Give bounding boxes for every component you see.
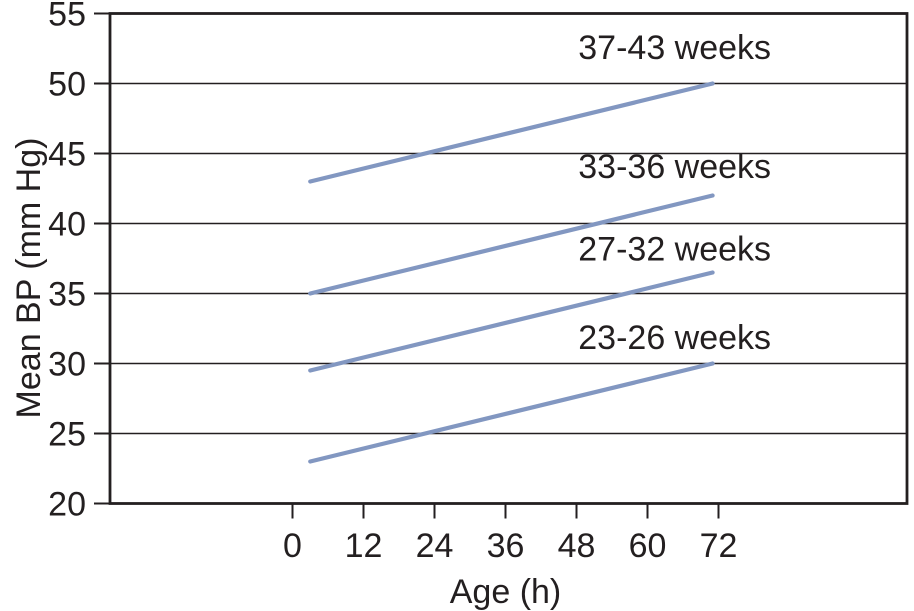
y-tick-label: 25 <box>48 416 86 454</box>
series-label-23-26-weeks: 23-26 weeks <box>578 319 771 357</box>
y-tick-label: 40 <box>48 206 86 244</box>
x-tick-label: 48 <box>558 527 596 565</box>
x-tick-label: 36 <box>487 527 525 565</box>
plot-frame <box>108 12 909 505</box>
x-tick-label: 60 <box>629 527 667 565</box>
y-tick-label: 20 <box>48 486 86 524</box>
y-tick-label: 45 <box>48 136 86 174</box>
y-axis-title: Mean BP (mm Hg) <box>10 138 48 419</box>
series-label-27-32-weeks: 27-32 weeks <box>578 231 771 269</box>
series-line-33-36-weeks <box>308 193 715 296</box>
x-tick-label: 24 <box>416 527 454 565</box>
series-line-23-26-weeks <box>308 361 715 464</box>
x-tick-label: 0 <box>283 527 302 565</box>
y-tick-label: 55 <box>48 0 86 34</box>
series-line-37-43-weeks <box>308 81 715 184</box>
y-tick-label: 35 <box>48 276 86 314</box>
series-label-37-43-weeks: 37-43 weeks <box>578 29 771 67</box>
series-label-33-36-weeks: 33-36 weeks <box>578 148 771 186</box>
x-axis-title: Age (h) <box>450 573 562 611</box>
x-tick-label: 12 <box>345 527 383 565</box>
y-tick-label: 30 <box>48 346 86 384</box>
series-line-27-32-weeks <box>308 270 715 373</box>
y-tick-label: 50 <box>48 66 86 104</box>
x-tick-label: 72 <box>700 527 738 565</box>
